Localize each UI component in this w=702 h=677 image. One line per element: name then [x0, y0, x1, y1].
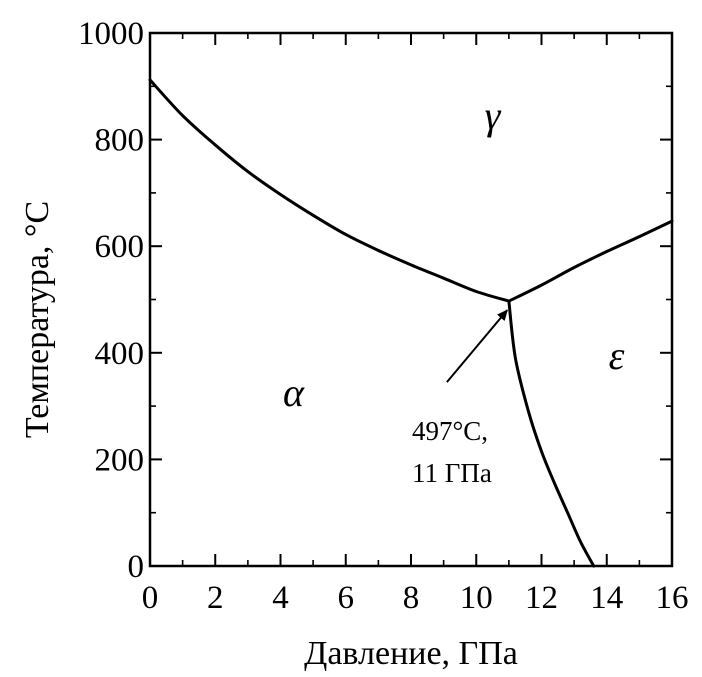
triple-point-annotation-temp: 497°C, [412, 416, 488, 446]
triple-point-arrow [446, 309, 509, 383]
alpha-gamma-boundary [148, 78, 511, 303]
phase-label: ε [609, 333, 625, 378]
x-axis-title: Давление, ГПа [304, 635, 518, 672]
y-tick-label: 1000 [78, 16, 144, 52]
x-tick-label: 6 [338, 580, 355, 616]
y-tick-label: 0 [128, 549, 145, 585]
x-tick-label: 0 [142, 580, 159, 616]
x-tick-label: 4 [272, 580, 289, 616]
y-tick-label: 200 [95, 442, 145, 478]
x-tick-label: 10 [460, 580, 493, 616]
phase-label: γ [485, 93, 502, 138]
y-axis-title: Температура, °C [19, 201, 56, 438]
x-tick-label: 14 [590, 580, 623, 616]
x-tick-label: 16 [656, 580, 689, 616]
phase-label: α [283, 370, 305, 415]
triple-point-annotation-pressure: 11 ГПа [412, 458, 492, 488]
x-tick-label: 8 [403, 580, 420, 616]
y-tick-label: 400 [95, 336, 145, 372]
x-tick-label: 12 [525, 580, 558, 616]
y-tick-label: 600 [95, 229, 145, 265]
y-tick-label: 800 [95, 123, 145, 159]
x-tick-label: 2 [207, 580, 224, 616]
gamma-epsilon-boundary [507, 219, 674, 303]
plot-frame [148, 31, 674, 568]
alpha-epsilon-boundary [507, 299, 596, 568]
